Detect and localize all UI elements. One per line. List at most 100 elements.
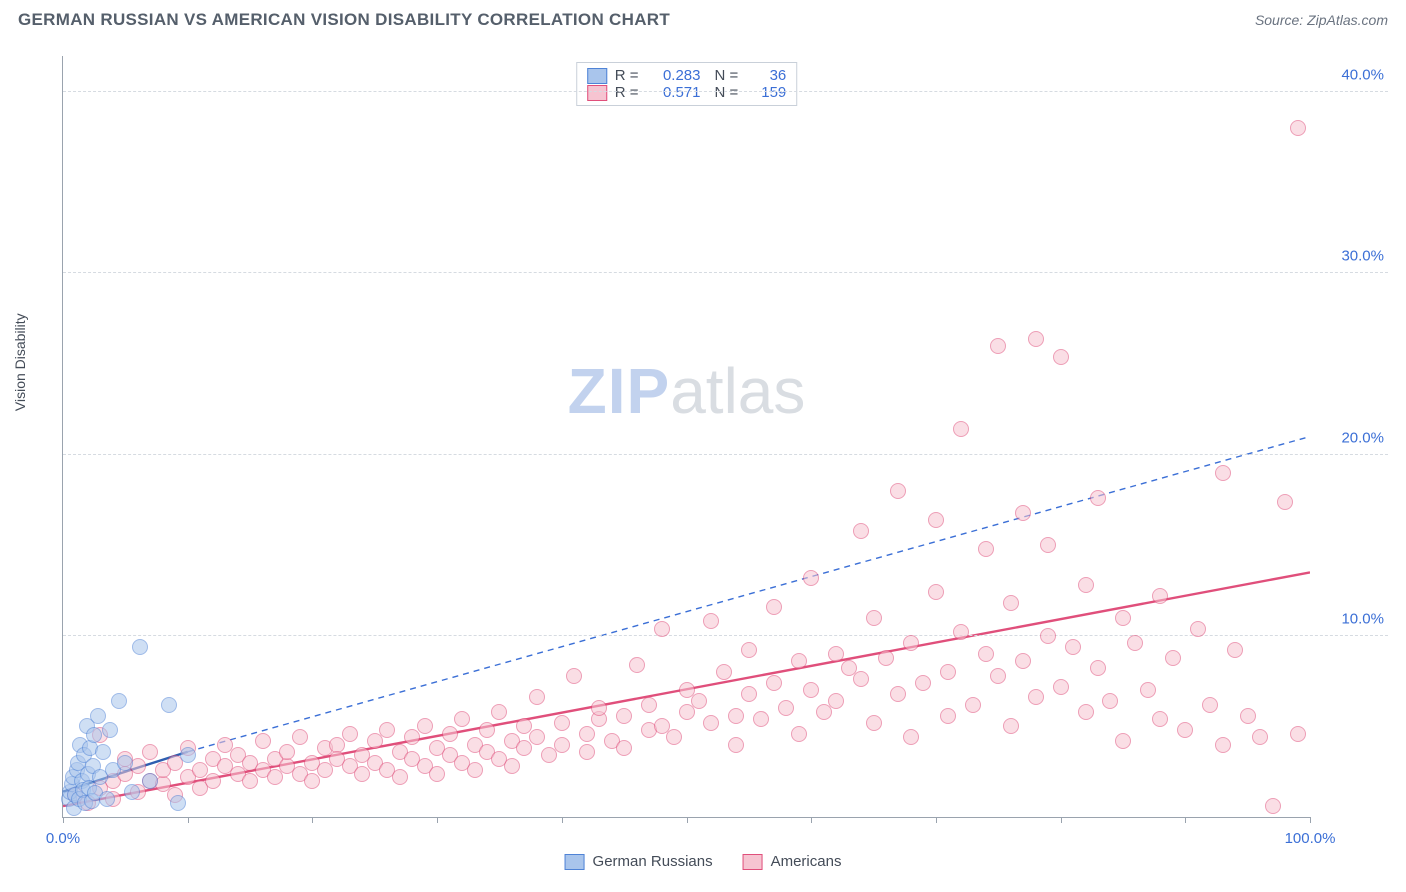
scatter-point [928,512,944,528]
scatter-point [1015,505,1031,521]
scatter-point [279,744,295,760]
scatter-point [791,726,807,742]
scatter-point [1290,726,1306,742]
scatter-point [417,718,433,734]
x-tick [188,817,189,823]
legend-label-1: Americans [771,853,842,870]
x-tick [1061,817,1062,823]
scatter-point [1227,642,1243,658]
scatter-point [479,722,495,738]
scatter-point [953,624,969,640]
plot-area: ZIPatlas R = 0.283 N = 36 R = 0.571 N = … [62,56,1310,818]
scatter-point [180,747,196,763]
scatter-point [1003,718,1019,734]
legend-r-value-0: 0.283 [647,67,701,84]
scatter-point [429,766,445,782]
legend-r-label: R = [615,67,639,84]
legend-swatch-1b [743,854,763,870]
scatter-point [504,758,520,774]
scatter-point [1078,577,1094,593]
legend-series: German Russians Americans [565,853,842,870]
scatter-point [205,773,221,789]
scatter-point [1215,737,1231,753]
scatter-point [1165,650,1181,666]
scatter-point [1003,595,1019,611]
scatter-point [753,711,769,727]
x-tick [687,817,688,823]
scatter-point [142,744,158,760]
scatter-point [379,722,395,738]
scatter-point [741,686,757,702]
y-tick-label: 40.0% [1341,67,1384,84]
scatter-point [915,675,931,691]
scatter-point [1028,689,1044,705]
legend-stats-row-1: R = 0.571 N = 159 [587,84,787,101]
scatter-point [467,762,483,778]
scatter-point [978,646,994,662]
scatter-point [928,584,944,600]
x-tick-label: 100.0% [1285,830,1336,847]
scatter-point [1115,733,1131,749]
scatter-point [1277,494,1293,510]
scatter-point [1078,704,1094,720]
scatter-point [703,613,719,629]
scatter-point [491,704,507,720]
gridline-h [63,635,1388,636]
legend-r-label: R = [615,84,639,101]
scatter-point [990,338,1006,354]
x-tick [437,817,438,823]
scatter-point [666,729,682,745]
scatter-point [1040,537,1056,553]
scatter-point [161,697,177,713]
scatter-point [616,708,632,724]
scatter-point [86,727,102,743]
scatter-point [890,483,906,499]
scatter-point [828,646,844,662]
legend-swatch-0b [565,854,585,870]
scatter-point [102,722,118,738]
scatter-point [454,711,470,727]
scatter-point [255,733,271,749]
scatter-point [990,668,1006,684]
scatter-point [1015,653,1031,669]
legend-r-value-1: 0.571 [647,84,701,101]
scatter-point [132,639,148,655]
x-tick [562,817,563,823]
scatter-point [1102,693,1118,709]
scatter-point [778,700,794,716]
scatter-point [1028,331,1044,347]
scatter-point [741,642,757,658]
scatter-point [616,740,632,756]
y-axis-label: Vision Disability [12,313,28,411]
scatter-point [529,729,545,745]
scatter-point [1252,729,1268,745]
scatter-point [1177,722,1193,738]
scatter-point [1290,120,1306,136]
scatter-point [940,664,956,680]
scatter-point [978,541,994,557]
scatter-point [965,697,981,713]
scatter-point [803,682,819,698]
x-tick [1310,817,1311,823]
legend-n-value-1: 159 [746,84,786,101]
legend-swatch-1 [587,85,607,101]
scatter-point [1127,635,1143,651]
legend-n-label: N = [715,67,739,84]
y-tick-label: 30.0% [1341,248,1384,265]
scatter-point [890,686,906,702]
scatter-point [903,635,919,651]
scatter-point [1053,679,1069,695]
scatter-point [566,668,582,684]
scatter-point [766,675,782,691]
gridline-h [63,272,1388,273]
gridline-h [63,91,1388,92]
scatter-point [803,570,819,586]
scatter-point [728,737,744,753]
scatter-point [579,726,595,742]
watermark-zip: ZIP [568,355,671,427]
legend-n-value-0: 36 [746,67,786,84]
x-tick [811,817,812,823]
scatter-point [142,773,158,789]
scatter-point [554,715,570,731]
y-tick-label: 10.0% [1341,610,1384,627]
